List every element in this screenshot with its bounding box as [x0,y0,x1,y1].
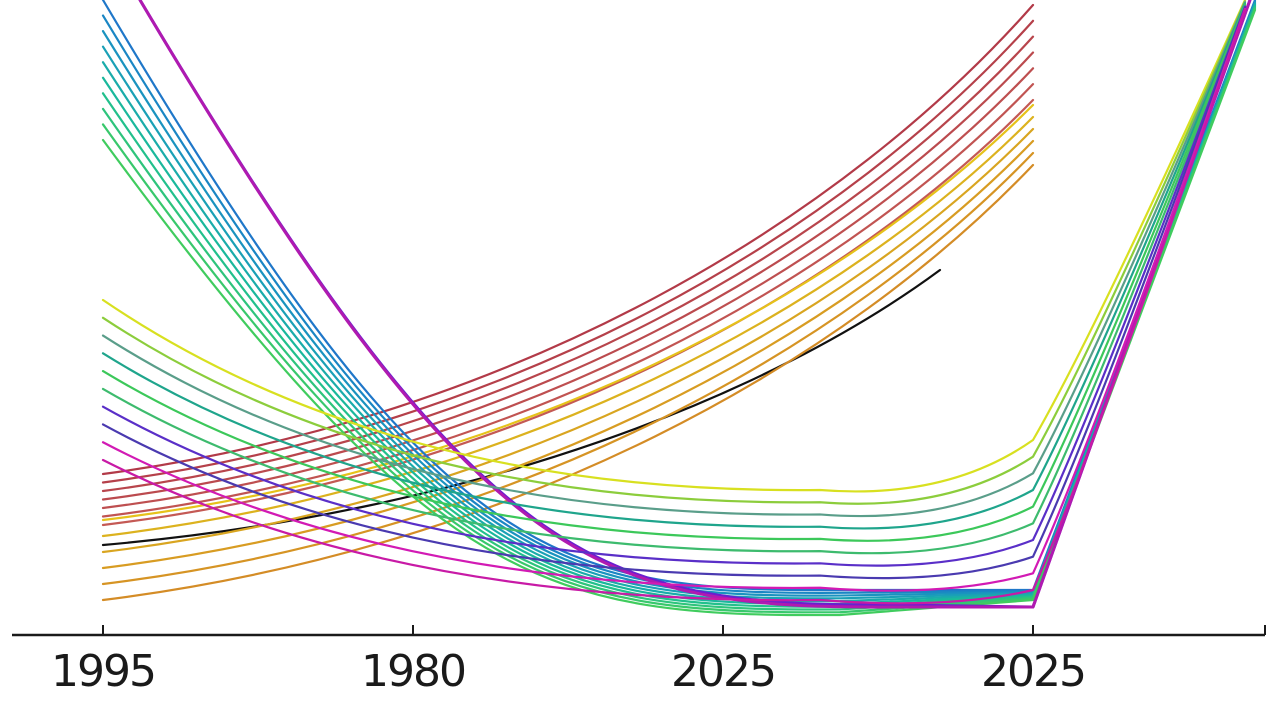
series-line-falling-teal-4 [101,2,1257,600]
series-layer [101,0,1257,617]
series-line-middle-u-8 [101,6,1247,580]
x-tick-label-2: 1980 [361,646,467,697]
series-line-falling-teal-7 [101,5,1257,608]
series-line-rising-gold-6 [101,163,1035,602]
series-line-rising-red-2 [101,19,1035,484]
series-line-middle-u-10 [101,8,1247,605]
series-line-middle-u-6 [101,4,1247,555]
series-line-falling-teal-1 [101,0,1257,592]
series-line-falling-teal-2 [101,0,1257,594]
series-line-rising-gold-4 [101,139,1035,570]
series-line-middle-u-7 [101,5,1247,567]
series-line-falling-teal-10 [101,8,1257,617]
x-tick-label-3: 2025 [671,646,777,697]
series-line-rising-black-1 [101,268,942,547]
x-axis [12,625,1266,637]
series-line-rising-red-3 [101,35,1035,493]
series-line-middle-u-5 [101,3,1247,542]
series-line-rising-gold-3 [101,127,1035,554]
series-line-rising-gold-1 [101,103,1035,522]
x-tick-label-1: 1995 [51,646,157,697]
x-tick-label-4: 2025 [981,646,1087,697]
series-line-falling-teal-8 [101,6,1257,611]
series-line-middle-u-2 [101,0,1247,505]
series-line-rising-red-5 [101,67,1035,510]
series-line-middle-u-9 [101,7,1247,592]
series-line-falling-violet-2 [138,0,1252,609]
series-line-middle-u-3 [101,1,1247,518]
series-line-rising-red-4 [101,51,1035,501]
series-line-rising-gold-2 [101,115,1035,538]
series-line-rising-gold-5 [101,151,1035,586]
series-line-middle-u-1 [101,0,1247,493]
series-line-middle-u-4 [101,2,1247,530]
